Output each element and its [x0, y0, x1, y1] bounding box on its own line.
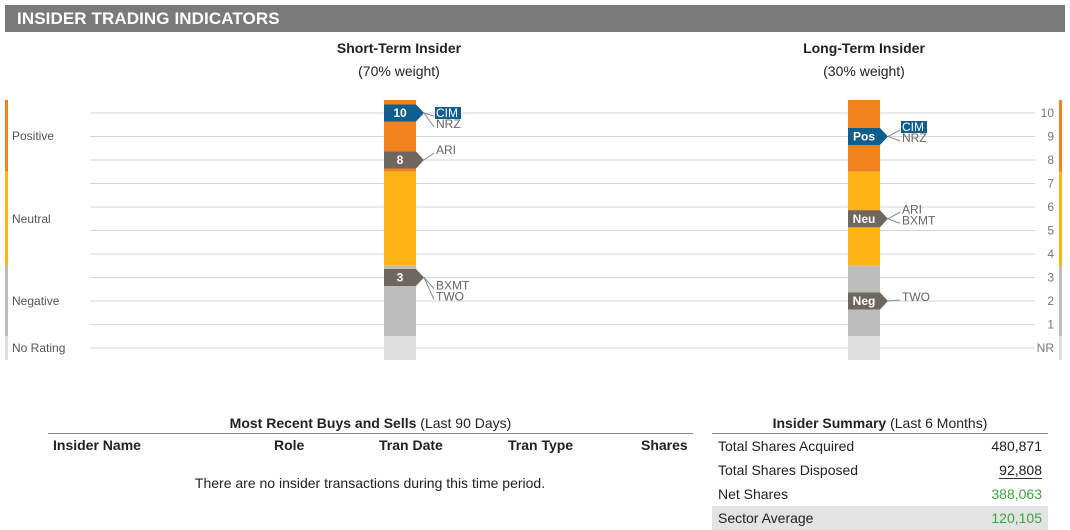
ticker-leader-line [887, 211, 901, 220]
col-shares: Shares [641, 437, 688, 453]
right-axis-tick: 5 [1047, 224, 1054, 238]
rating-marker-label: 8 [397, 153, 404, 167]
summary-value: 120,105 [991, 510, 1042, 526]
right-band-negative [1059, 265, 1062, 337]
ticker-leader-line [887, 218, 901, 224]
column-band [384, 336, 416, 360]
ticker-label: TWO [902, 290, 930, 304]
right-axis-tick: 6 [1047, 200, 1054, 214]
ticker-highlight [435, 107, 461, 119]
ticker-label: TWO [436, 290, 464, 304]
rating-marker-label: 10 [393, 106, 407, 120]
col-tran-type: Tran Type [508, 437, 574, 453]
right-axis-tick: NR [1037, 341, 1055, 355]
ticker-label: ARI [436, 143, 456, 157]
insider-indicator-chart: Positive Neutral Negative No Rating 10 9 8 7 6 5 4… [5, 100, 1062, 360]
rating-marker-label: Pos [853, 130, 875, 144]
rating-marker-label: Neg [853, 294, 876, 308]
rating-marker [848, 292, 888, 310]
right-band-positive [1059, 100, 1062, 172]
ticker-label: BXMT [436, 279, 470, 293]
right-band-no-rating [1059, 336, 1062, 360]
long-term-title: Long-Term Insider [803, 40, 925, 56]
summary-title-rule [712, 433, 1048, 434]
summary-row-sector-average: Sector Average 120,105 [712, 506, 1048, 530]
ticker-leader-line [423, 277, 435, 300]
summary-row-net: Net Shares 388,063 [712, 482, 1048, 506]
ticker-highlight [901, 121, 927, 133]
right-axis-tick: 2 [1047, 294, 1054, 308]
summary-label: Total Shares Disposed [718, 462, 859, 478]
long-term-weight: (30% weight) [823, 63, 905, 79]
ticker-label: NRZ [902, 131, 927, 145]
summary-value: 388,063 [991, 486, 1042, 502]
ticker-leader-line [887, 136, 901, 142]
right-axis-tick: 10 [1041, 106, 1055, 120]
right-axis-tick: 9 [1047, 130, 1054, 144]
ticker-leader-line [423, 112, 435, 128]
ticker-label: CIM [902, 120, 924, 134]
short-term-weight: (70% weight) [358, 63, 440, 79]
summary-label: Sector Average [718, 510, 814, 526]
ticker-leader-line [887, 299, 901, 302]
col-role: Role [274, 437, 305, 453]
right-axis-tick: 3 [1047, 271, 1054, 285]
ticker-label: ARI [902, 202, 922, 216]
right-axis-tick: 7 [1047, 177, 1054, 191]
left-band-neutral [5, 171, 8, 266]
summary-row-acquired: Total Shares Acquired 480,871 [712, 434, 1048, 458]
ticker-leader-line [423, 112, 435, 117]
recent-title: Most Recent Buys and Sells (Last 90 Days… [229, 415, 512, 431]
left-band-positive [5, 100, 8, 172]
ticker-label: BXMT [902, 213, 936, 227]
column-band [848, 336, 880, 360]
left-band-no-rating [5, 336, 8, 360]
rating-marker-label: 3 [397, 271, 404, 285]
right-band-neutral [1059, 171, 1062, 266]
ticker-label: NRZ [436, 117, 461, 131]
rating-marker [848, 128, 888, 145]
short-term-title: Short-Term Insider [336, 40, 462, 56]
section-header: INSIDER TRADING INDICATORS [5, 5, 1065, 32]
ticker-leader-line [423, 152, 435, 161]
column-band [384, 171, 416, 266]
rating-marker [848, 210, 888, 228]
summary-title: Insider Summary (Last 6 Months) [772, 415, 988, 431]
category-label: Negative [12, 294, 60, 308]
rating-marker-label: Neu [853, 212, 876, 226]
category-label: Positive [12, 129, 54, 143]
category-label: Neutral [12, 212, 51, 226]
col-tran-date: Tran Date [379, 437, 443, 453]
recent-title-rule [48, 433, 693, 434]
right-axis-tick: 4 [1047, 247, 1054, 261]
ticker-leader-line [423, 277, 435, 289]
rating-marker [384, 151, 424, 169]
category-label: No Rating [12, 341, 65, 355]
section-title: INSIDER TRADING INDICATORS [17, 9, 280, 28]
summary-label: Net Shares [718, 486, 789, 502]
rating-marker [384, 104, 424, 122]
ticker-label: CIM [436, 106, 458, 120]
summary-label: Total Shares Acquired [718, 438, 855, 454]
rating-marker [384, 269, 424, 286]
right-axis-tick: 1 [1047, 318, 1054, 332]
col-insider-name: Insider Name [53, 437, 141, 453]
summary-value: 480,871 [991, 438, 1042, 454]
right-axis-tick: 8 [1047, 153, 1054, 167]
summary-row-disposed: Total Shares Disposed 92,808 [712, 458, 1048, 482]
left-band-negative [5, 265, 8, 337]
empty-transactions-message: There are no insider transactions during… [194, 475, 546, 491]
ticker-leader-line [887, 129, 901, 137]
summary-value: 92,808 [999, 462, 1042, 479]
